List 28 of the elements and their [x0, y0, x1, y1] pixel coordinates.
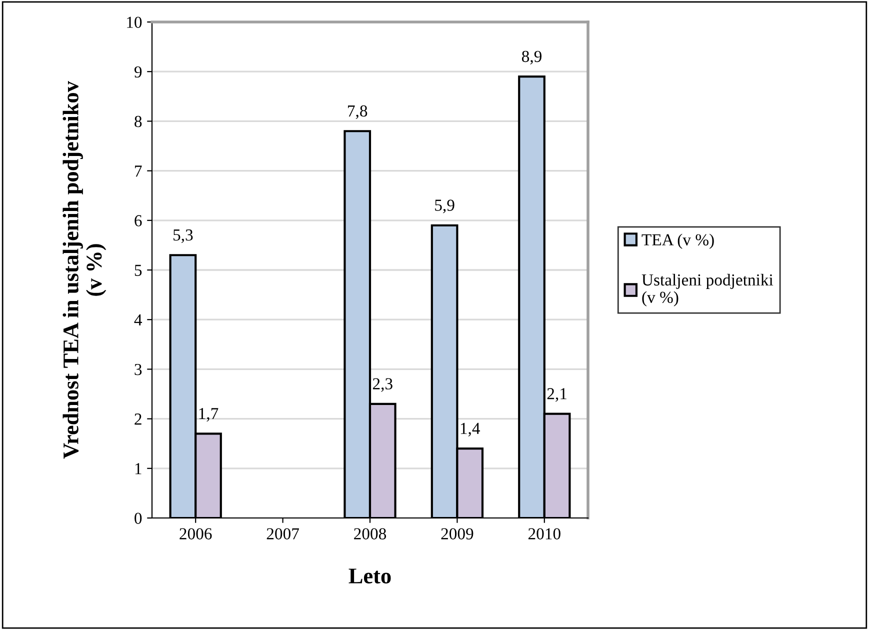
data-label: 2,3	[372, 378, 392, 392]
legend-label: Ustaljeni podjetniki (v %)	[642, 274, 774, 306]
data-label: 2,1	[547, 388, 566, 402]
y-tick-label: 0	[134, 512, 142, 524]
y-tick-label: 2	[134, 414, 142, 425]
x-tick-label: 2009	[441, 528, 474, 540]
x-tick-label: 2008	[354, 528, 386, 540]
y-tick-label: 1	[135, 463, 142, 474]
y-tick-label: 9	[134, 66, 142, 78]
data-label: 1,7	[199, 408, 218, 422]
y-tick-label: 6	[134, 215, 142, 226]
y-tick-label: 10	[127, 16, 142, 28]
y-axis-title: Vrednost TEA in ustaljenih podjetnikov (v %)	[62, 81, 106, 459]
data-label: 5,3	[174, 229, 193, 244]
y-tick-label: 4	[134, 314, 142, 326]
y-tick-label: 7	[135, 166, 142, 177]
y-tick-label: 5	[134, 264, 142, 276]
x-tick-label: 2007	[266, 528, 299, 540]
x-tick-label: 2006	[180, 528, 212, 540]
legend-label: TEA (v %)	[642, 234, 714, 249]
data-label: 5,9	[435, 200, 454, 214]
y-tick-label: 3	[134, 364, 142, 376]
data-label: 1,4	[460, 422, 480, 436]
y-tick-label: 8	[134, 116, 142, 128]
x-axis-title: Leto	[348, 568, 391, 584]
x-tick-label: 2010	[528, 528, 560, 540]
data-label: 8,9	[522, 50, 542, 64]
data-label: 7,8	[348, 105, 368, 120]
